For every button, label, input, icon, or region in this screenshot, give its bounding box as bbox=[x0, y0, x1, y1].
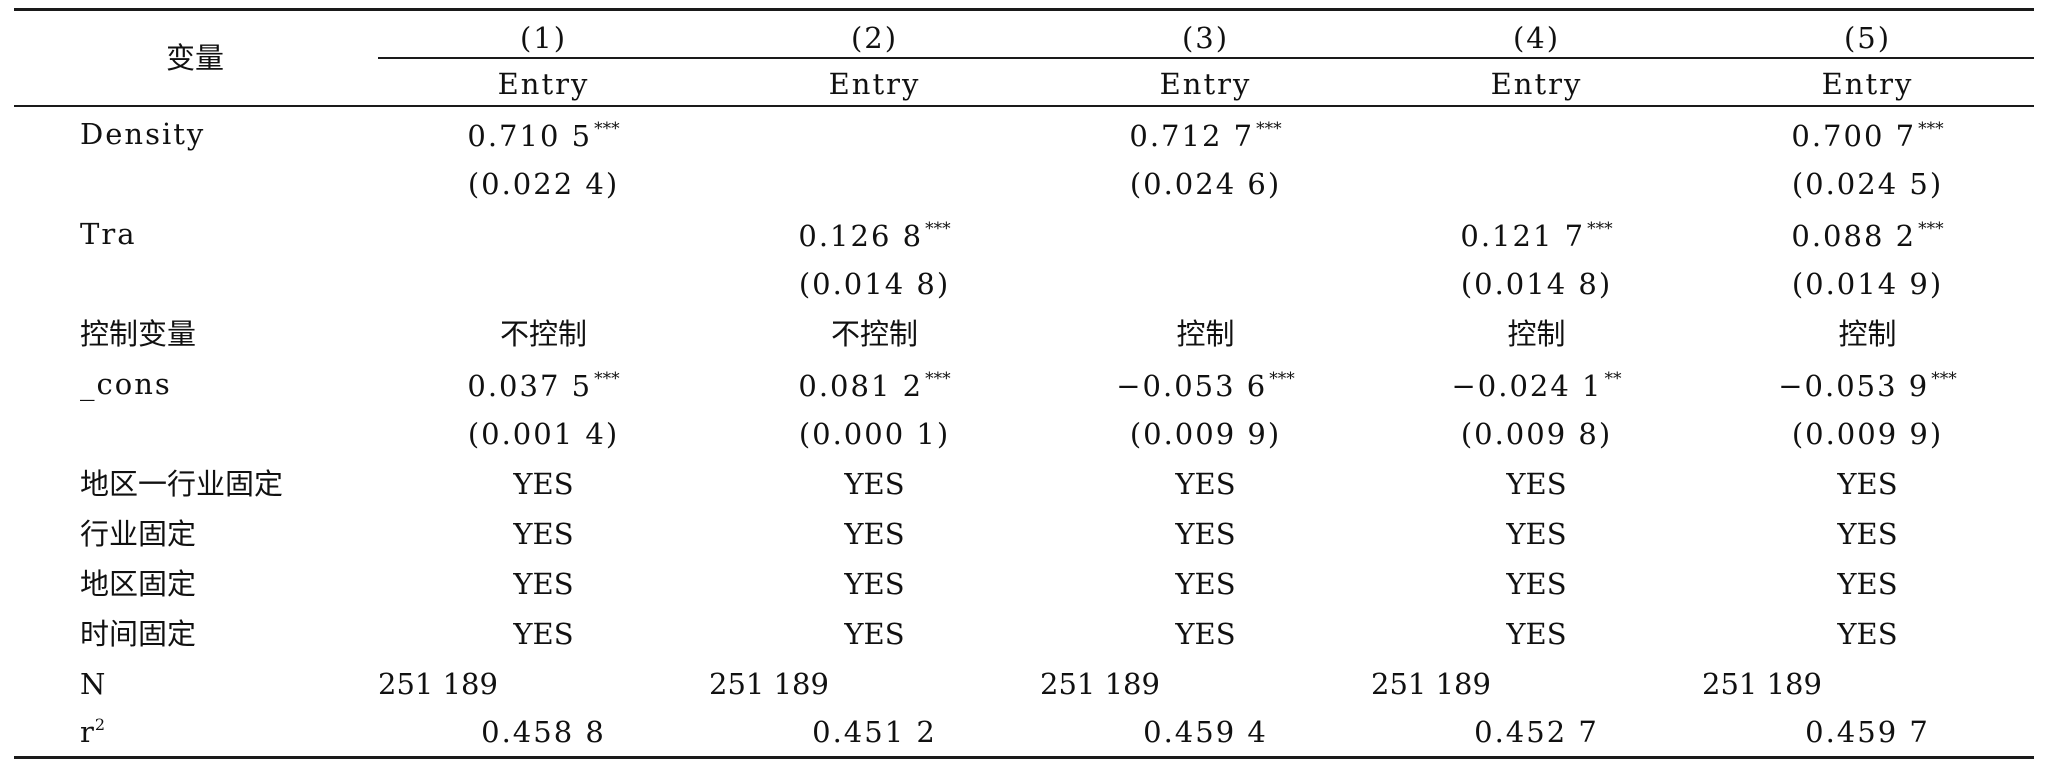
industry-fe-3: YES bbox=[1175, 517, 1236, 551]
n-2: 251 189 bbox=[709, 667, 829, 701]
variable-header: 变量 bbox=[166, 41, 225, 75]
dependent-var-5: Entry bbox=[1821, 67, 1914, 101]
n-4: 251 189 bbox=[1371, 667, 1491, 701]
cons-coef-1: 0.037 5 *** bbox=[467, 369, 620, 403]
tra-se-2: (0.014 8) bbox=[798, 267, 951, 301]
dependent-var-1: Entry bbox=[497, 67, 590, 101]
region-fe-5: YES bbox=[1837, 567, 1898, 601]
n-1: 251 189 bbox=[378, 667, 498, 701]
row-label-industry-fe: 行业固定 bbox=[80, 517, 197, 551]
column-number-1: (1) bbox=[519, 21, 568, 55]
density-se-5: (0.024 5) bbox=[1791, 167, 1944, 201]
industry-fe-4: YES bbox=[1506, 517, 1567, 551]
industry-fe-1: YES bbox=[513, 517, 574, 551]
time-fe-5: YES bbox=[1837, 617, 1898, 651]
density-coef-5: 0.700 7 *** bbox=[1791, 119, 1944, 153]
column-number-2: (2) bbox=[850, 21, 899, 55]
density-se-3: (0.024 6) bbox=[1129, 167, 1282, 201]
column-number-3: (3) bbox=[1181, 21, 1230, 55]
controls-2: 不控制 bbox=[830, 317, 918, 351]
time-fe-2: YES bbox=[844, 617, 905, 651]
row-label-time-fe: 时间固定 bbox=[80, 617, 197, 651]
region-fe-2: YES bbox=[844, 567, 905, 601]
industry-fe-2: YES bbox=[844, 517, 905, 551]
region-fe-4: YES bbox=[1506, 567, 1567, 601]
time-fe-1: YES bbox=[513, 617, 574, 651]
region-fe-1: YES bbox=[513, 567, 574, 601]
top-rule bbox=[14, 8, 2034, 11]
cons-coef-3: −0.053 6 *** bbox=[1116, 369, 1295, 403]
cons-se-1: (0.001 4) bbox=[467, 417, 620, 451]
tra-coef-4: 0.121 7 *** bbox=[1460, 219, 1613, 253]
density-coef-1: 0.710 5 *** bbox=[467, 119, 620, 153]
dependent-var-3: Entry bbox=[1159, 67, 1252, 101]
region-fe-3: YES bbox=[1175, 567, 1236, 601]
r2-4: 0.452 7 bbox=[1474, 715, 1599, 749]
controls-3: 控制 bbox=[1176, 317, 1235, 351]
regression-table: 变量 (1) (2) (3) (4) (5) Entry Entry Entry… bbox=[14, 8, 2034, 760]
tra-coef-2: 0.126 8 *** bbox=[798, 219, 951, 253]
cons-se-4: (0.009 8) bbox=[1460, 417, 1613, 451]
row-label-n: N bbox=[80, 667, 106, 701]
row-label-controls: 控制变量 bbox=[80, 317, 197, 351]
cons-se-5: (0.009 9) bbox=[1791, 417, 1944, 451]
controls-5: 控制 bbox=[1838, 317, 1897, 351]
time-fe-4: YES bbox=[1506, 617, 1567, 651]
time-fe-3: YES bbox=[1175, 617, 1236, 651]
cons-se-3: (0.009 9) bbox=[1129, 417, 1282, 451]
cons-coef-2: 0.081 2 *** bbox=[798, 369, 951, 403]
r2-5: 0.459 7 bbox=[1805, 715, 1930, 749]
tra-se-4: (0.014 8) bbox=[1460, 267, 1613, 301]
header-bottom-rule bbox=[14, 105, 2034, 107]
column-number-4: (4) bbox=[1512, 21, 1561, 55]
bottom-rule bbox=[14, 756, 2034, 759]
cons-se-2: (0.000 1) bbox=[798, 417, 951, 451]
dependent-var-2: Entry bbox=[828, 67, 921, 101]
r2-2: 0.451 2 bbox=[812, 715, 937, 749]
r2-1: 0.458 8 bbox=[481, 715, 606, 749]
header-mid-rule bbox=[378, 57, 2034, 59]
row-label-tra: Tra bbox=[80, 217, 137, 251]
controls-4: 控制 bbox=[1507, 317, 1566, 351]
row-label-r2: r2 bbox=[80, 715, 106, 749]
density-se-1: (0.022 4) bbox=[467, 167, 620, 201]
controls-1: 不控制 bbox=[499, 317, 587, 351]
tra-coef-5: 0.088 2 *** bbox=[1791, 219, 1944, 253]
dependent-var-4: Entry bbox=[1490, 67, 1583, 101]
industry-fe-5: YES bbox=[1837, 517, 1898, 551]
region-industry-fe-5: YES bbox=[1837, 467, 1898, 501]
r2-3: 0.459 4 bbox=[1143, 715, 1268, 749]
cons-coef-4: −0.024 1 ** bbox=[1451, 369, 1622, 403]
region-industry-fe-1: YES bbox=[513, 467, 574, 501]
region-industry-fe-4: YES bbox=[1506, 467, 1567, 501]
region-industry-fe-3: YES bbox=[1175, 467, 1236, 501]
density-coef-3: 0.712 7 *** bbox=[1129, 119, 1282, 153]
tra-se-5: (0.014 9) bbox=[1791, 267, 1944, 301]
n-5: 251 189 bbox=[1702, 667, 1822, 701]
row-label-cons: _cons bbox=[80, 367, 172, 401]
row-label-density: Density bbox=[80, 117, 206, 151]
n-3: 251 189 bbox=[1040, 667, 1160, 701]
row-label-region-industry-fe: 地区一行业固定 bbox=[80, 467, 284, 501]
column-number-5: (5) bbox=[1843, 21, 1892, 55]
cons-coef-5: −0.053 9 *** bbox=[1778, 369, 1957, 403]
row-label-region-fe: 地区固定 bbox=[80, 567, 197, 601]
region-industry-fe-2: YES bbox=[844, 467, 905, 501]
